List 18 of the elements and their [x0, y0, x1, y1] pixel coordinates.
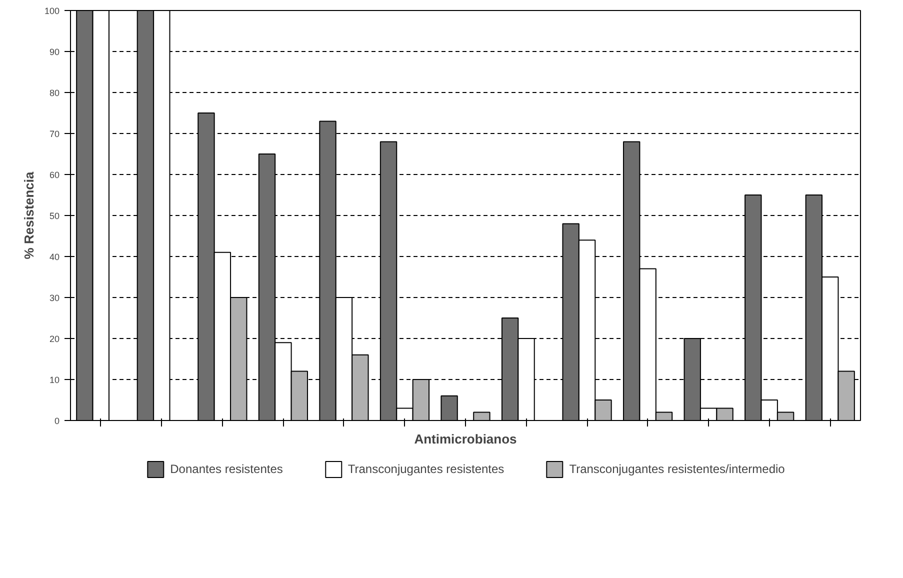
y-axis-title: % Resistencia — [21, 171, 36, 260]
y-tick-label: 40 — [49, 252, 60, 262]
y-tick-label: 50 — [49, 211, 60, 221]
bar — [473, 412, 490, 420]
y-tick-label: 60 — [49, 170, 60, 180]
y-tick-label: 100 — [44, 6, 60, 16]
bar — [440, 395, 458, 420]
y-tick-label: 10 — [49, 375, 60, 385]
y-tick-label: 0 — [54, 416, 60, 426]
legend-label: Transconjugantes resistentes/intermedio — [569, 462, 785, 476]
legend-label: Transconjugantes resistentes — [348, 462, 504, 476]
y-tick-label: 70 — [49, 129, 60, 139]
x-axis-title: Antimicrobianos — [414, 432, 517, 446]
y-tick-label: 20 — [49, 334, 60, 344]
y-tick-label: 80 — [49, 88, 60, 98]
legend-label: Donantes resistentes — [170, 462, 283, 476]
y-tick-label: 90 — [49, 47, 60, 57]
y-tick-label: 30 — [49, 293, 60, 303]
